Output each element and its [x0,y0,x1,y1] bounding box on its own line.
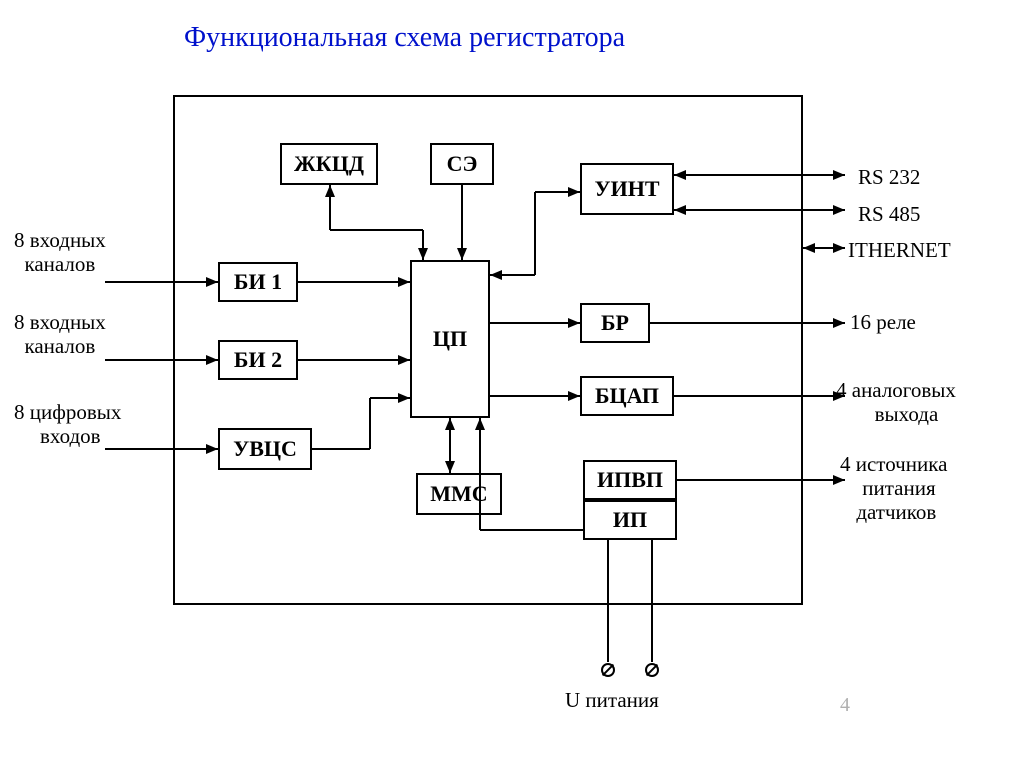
label-8-input-channels-1: 8 входных каналов [14,228,106,276]
node-label: ИПВП [597,467,663,493]
node-mmc: ММС [416,473,502,515]
node-zhkcd: ЖКЦД [280,143,378,185]
node-br: БР [580,303,650,343]
node-ip: ИП [583,500,677,540]
node-label: БИ 2 [234,347,282,373]
node-cp: ЦП [410,260,490,418]
node-label: ЖКЦД [294,151,364,177]
node-bi2: БИ 2 [218,340,298,380]
node-label: УИНТ [594,176,659,202]
node-uvcs: УВЦС [218,428,312,470]
label-rs485: RS 485 [858,202,920,226]
node-bcap: БЦАП [580,376,674,416]
page-number: 4 [840,694,850,717]
label-4-power-sensors: 4 источника питания датчиков [840,452,947,524]
diagram-canvas: Функциональная схема регистратора ЖКЦД С… [0,0,1024,767]
node-label: УВЦС [233,436,297,462]
node-label: ИП [613,507,647,533]
label-8-input-channels-2: 8 входных каналов [14,310,106,358]
node-ipvp: ИПВП [583,460,677,500]
node-label: ЦП [433,326,467,352]
label-u-power: U питания [565,688,659,712]
node-label: БИ 1 [234,269,282,295]
node-uint: УИНТ [580,163,674,215]
label-16-relay: 16 реле [850,310,916,334]
diagram-title: Функциональная схема регистратора [184,22,625,54]
label-rs232: RS 232 [858,165,920,189]
node-se: СЭ [430,143,494,185]
node-label: БЦАП [595,383,659,409]
label-4-analog-out: 4 аналоговых выхода [836,378,956,426]
node-label: ММС [430,481,487,507]
label-8-digital-inputs: 8 цифровых входов [14,400,121,448]
node-bi1: БИ 1 [218,262,298,302]
node-label: СЭ [447,151,478,177]
label-ithernet: ITHERNET [848,238,951,262]
node-label: БР [601,310,629,336]
